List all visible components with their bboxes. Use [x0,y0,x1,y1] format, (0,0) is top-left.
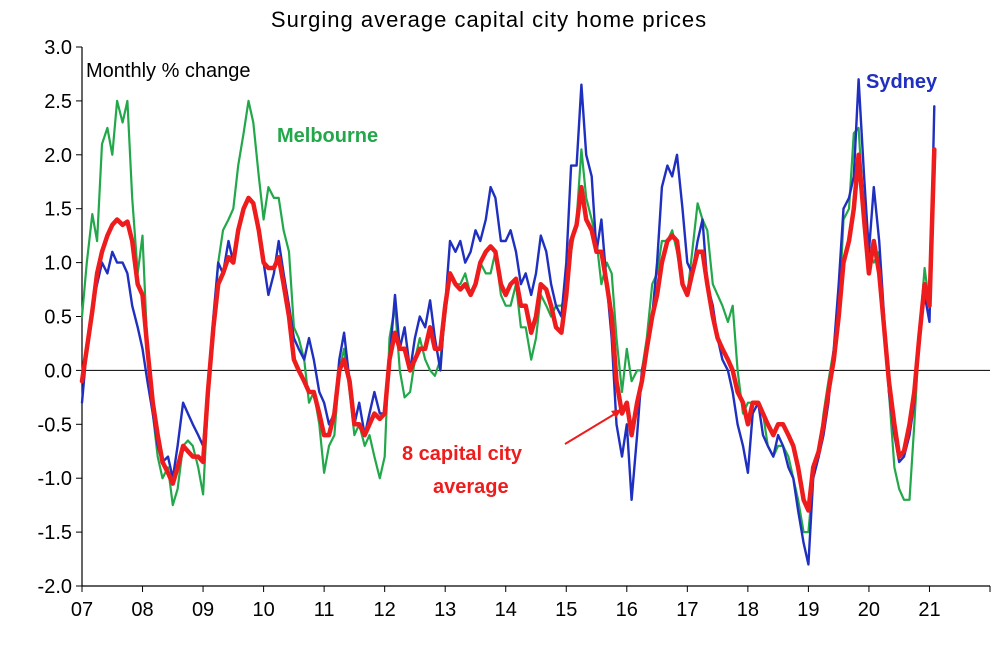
x-tick-label: 08 [131,599,153,621]
y-tick-label: 0.0 [44,360,72,382]
x-tick-label: 17 [676,599,698,621]
x-tick-label: 14 [495,599,517,621]
y-tick-label: 0.5 [44,307,72,329]
chart-title: Surging average capital city home prices [271,7,707,32]
melbourne-label: Melbourne [277,125,378,147]
axes: 3.0 2.5 2.0 1.5 1.0 0.5 0.0 -0.5 -1.0 -1.5 -2.007 0… [38,37,991,621]
average-label-line1: 8 capital city [402,443,523,465]
average-label-arrow [564,411,619,445]
x-tick-label: 12 [374,599,396,621]
sydney-label: Sydney [866,71,938,93]
series-line-8-capital-city-average [79,147,937,513]
unit-label: Monthly % change [86,60,251,82]
y-tick-label: -2.0 [38,576,72,598]
x-tick-label: 21 [918,599,940,621]
y-tick-label: 2.0 [44,145,72,167]
x-tick-label: 15 [555,599,577,621]
x-tick-label: 13 [434,599,456,621]
y-tick-label: 1.5 [44,199,72,221]
y-tick-label: -0.5 [38,414,72,436]
x-tick-label: 18 [737,599,759,621]
y-tick-label: -1.5 [38,522,72,544]
x-tick-label: 19 [797,599,819,621]
y-tick-label: 3.0 [44,37,72,59]
x-tick-label: 10 [252,599,274,621]
series-layer [79,78,937,566]
y-tick-label: 1.0 [44,253,72,275]
x-tick-label: 20 [858,599,880,621]
y-tick-label: 2.5 [44,91,72,113]
x-tick-label: 09 [192,599,214,621]
x-tick-label: 11 [314,599,335,621]
y-tick-label: -1.0 [38,468,72,490]
average-label-line2: average [433,476,509,498]
average-label-arrowhead [611,409,622,418]
x-tick-label: 16 [616,599,638,621]
x-tick-label: 07 [71,599,93,621]
series-line-melbourne [80,99,936,534]
